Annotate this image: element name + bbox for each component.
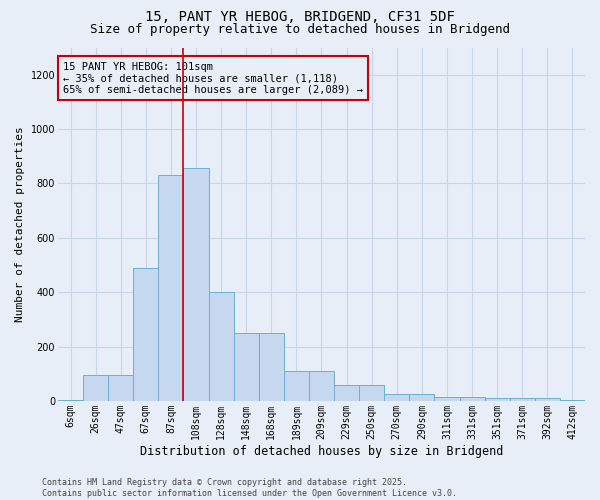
Bar [83, 375, 108, 401]
Bar [108, 375, 133, 401]
Bar [460, 397, 485, 401]
Y-axis label: Number of detached properties: Number of detached properties [15, 126, 25, 322]
Bar [384, 394, 409, 401]
Bar [284, 371, 309, 401]
Bar [434, 397, 460, 401]
Bar [560, 400, 585, 401]
Bar [133, 268, 158, 401]
Bar [409, 394, 434, 401]
Text: Contains HM Land Registry data © Crown copyright and database right 2025.
Contai: Contains HM Land Registry data © Crown c… [42, 478, 457, 498]
X-axis label: Distribution of detached houses by size in Bridgend: Distribution of detached houses by size … [140, 444, 503, 458]
Bar [359, 384, 384, 401]
Bar [58, 400, 83, 401]
Bar [158, 176, 184, 401]
Bar [485, 398, 510, 401]
Bar [510, 398, 535, 401]
Bar [535, 398, 560, 401]
Bar [184, 168, 209, 401]
Bar [309, 371, 334, 401]
Text: 15 PANT YR HEBOG: 101sqm
← 35% of detached houses are smaller (1,118)
65% of sem: 15 PANT YR HEBOG: 101sqm ← 35% of detach… [63, 62, 363, 95]
Text: 15, PANT YR HEBOG, BRIDGEND, CF31 5DF: 15, PANT YR HEBOG, BRIDGEND, CF31 5DF [145, 10, 455, 24]
Bar [259, 333, 284, 401]
Bar [209, 292, 233, 401]
Bar [334, 384, 359, 401]
Bar [233, 333, 259, 401]
Text: Size of property relative to detached houses in Bridgend: Size of property relative to detached ho… [90, 22, 510, 36]
